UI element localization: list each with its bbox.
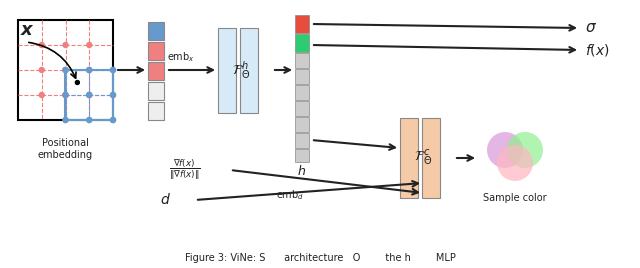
Bar — [295, 53, 309, 68]
Circle shape — [87, 117, 92, 122]
Bar — [148, 62, 164, 80]
Circle shape — [111, 117, 115, 122]
Text: $\mathrm{emb}_x$: $\mathrm{emb}_x$ — [167, 50, 195, 64]
Circle shape — [497, 145, 533, 181]
Bar — [295, 69, 309, 84]
Text: $h$: $h$ — [298, 164, 307, 178]
Text: $\mathcal{F}^c_\Theta$: $\mathcal{F}^c_\Theta$ — [414, 148, 432, 168]
Circle shape — [63, 92, 68, 98]
Circle shape — [87, 68, 92, 73]
Text: $\boldsymbol{x}$: $\boldsymbol{x}$ — [20, 21, 35, 39]
Circle shape — [87, 92, 92, 98]
Bar — [148, 102, 164, 120]
Circle shape — [76, 80, 79, 84]
Text: $f(x)$: $f(x)$ — [585, 42, 610, 58]
Text: Positional
embedding: Positional embedding — [38, 138, 93, 160]
Bar — [295, 101, 309, 116]
Circle shape — [63, 117, 68, 122]
Circle shape — [87, 92, 92, 98]
Text: $\mathrm{emb}_d$: $\mathrm{emb}_d$ — [276, 188, 304, 202]
Circle shape — [39, 43, 44, 47]
Circle shape — [487, 132, 523, 168]
Circle shape — [39, 92, 44, 98]
Bar — [240, 28, 258, 113]
Text: $\sigma$: $\sigma$ — [585, 20, 597, 35]
Bar — [422, 118, 440, 198]
Circle shape — [63, 68, 68, 73]
Text: $\mathcal{F}^h_\Theta$: $\mathcal{F}^h_\Theta$ — [232, 59, 250, 81]
Bar — [295, 133, 309, 148]
Bar — [148, 22, 164, 40]
Circle shape — [63, 68, 68, 73]
Circle shape — [111, 68, 115, 73]
Bar — [295, 15, 309, 33]
Circle shape — [87, 68, 92, 73]
Circle shape — [63, 43, 68, 47]
Circle shape — [39, 68, 44, 73]
Text: $\frac{\nabla f(x)}{\|\nabla f(x)\|}$: $\frac{\nabla f(x)}{\|\nabla f(x)\|}$ — [169, 158, 201, 182]
Text: Figure 3: ViNe: S      architecture   O        the h        MLP: Figure 3: ViNe: S architecture O the h M… — [184, 253, 456, 263]
Circle shape — [111, 92, 115, 98]
Text: $d$: $d$ — [159, 192, 170, 207]
Text: Sample color: Sample color — [483, 193, 547, 203]
Bar — [148, 42, 164, 60]
Bar — [400, 118, 418, 198]
Bar — [295, 117, 309, 132]
Bar — [18, 20, 113, 120]
Circle shape — [63, 92, 68, 98]
Bar — [295, 34, 309, 52]
Bar — [65, 70, 113, 120]
Bar — [295, 85, 309, 100]
Bar — [295, 149, 309, 162]
Circle shape — [507, 132, 543, 168]
Bar — [218, 28, 236, 113]
Bar — [148, 82, 164, 100]
Circle shape — [87, 43, 92, 47]
